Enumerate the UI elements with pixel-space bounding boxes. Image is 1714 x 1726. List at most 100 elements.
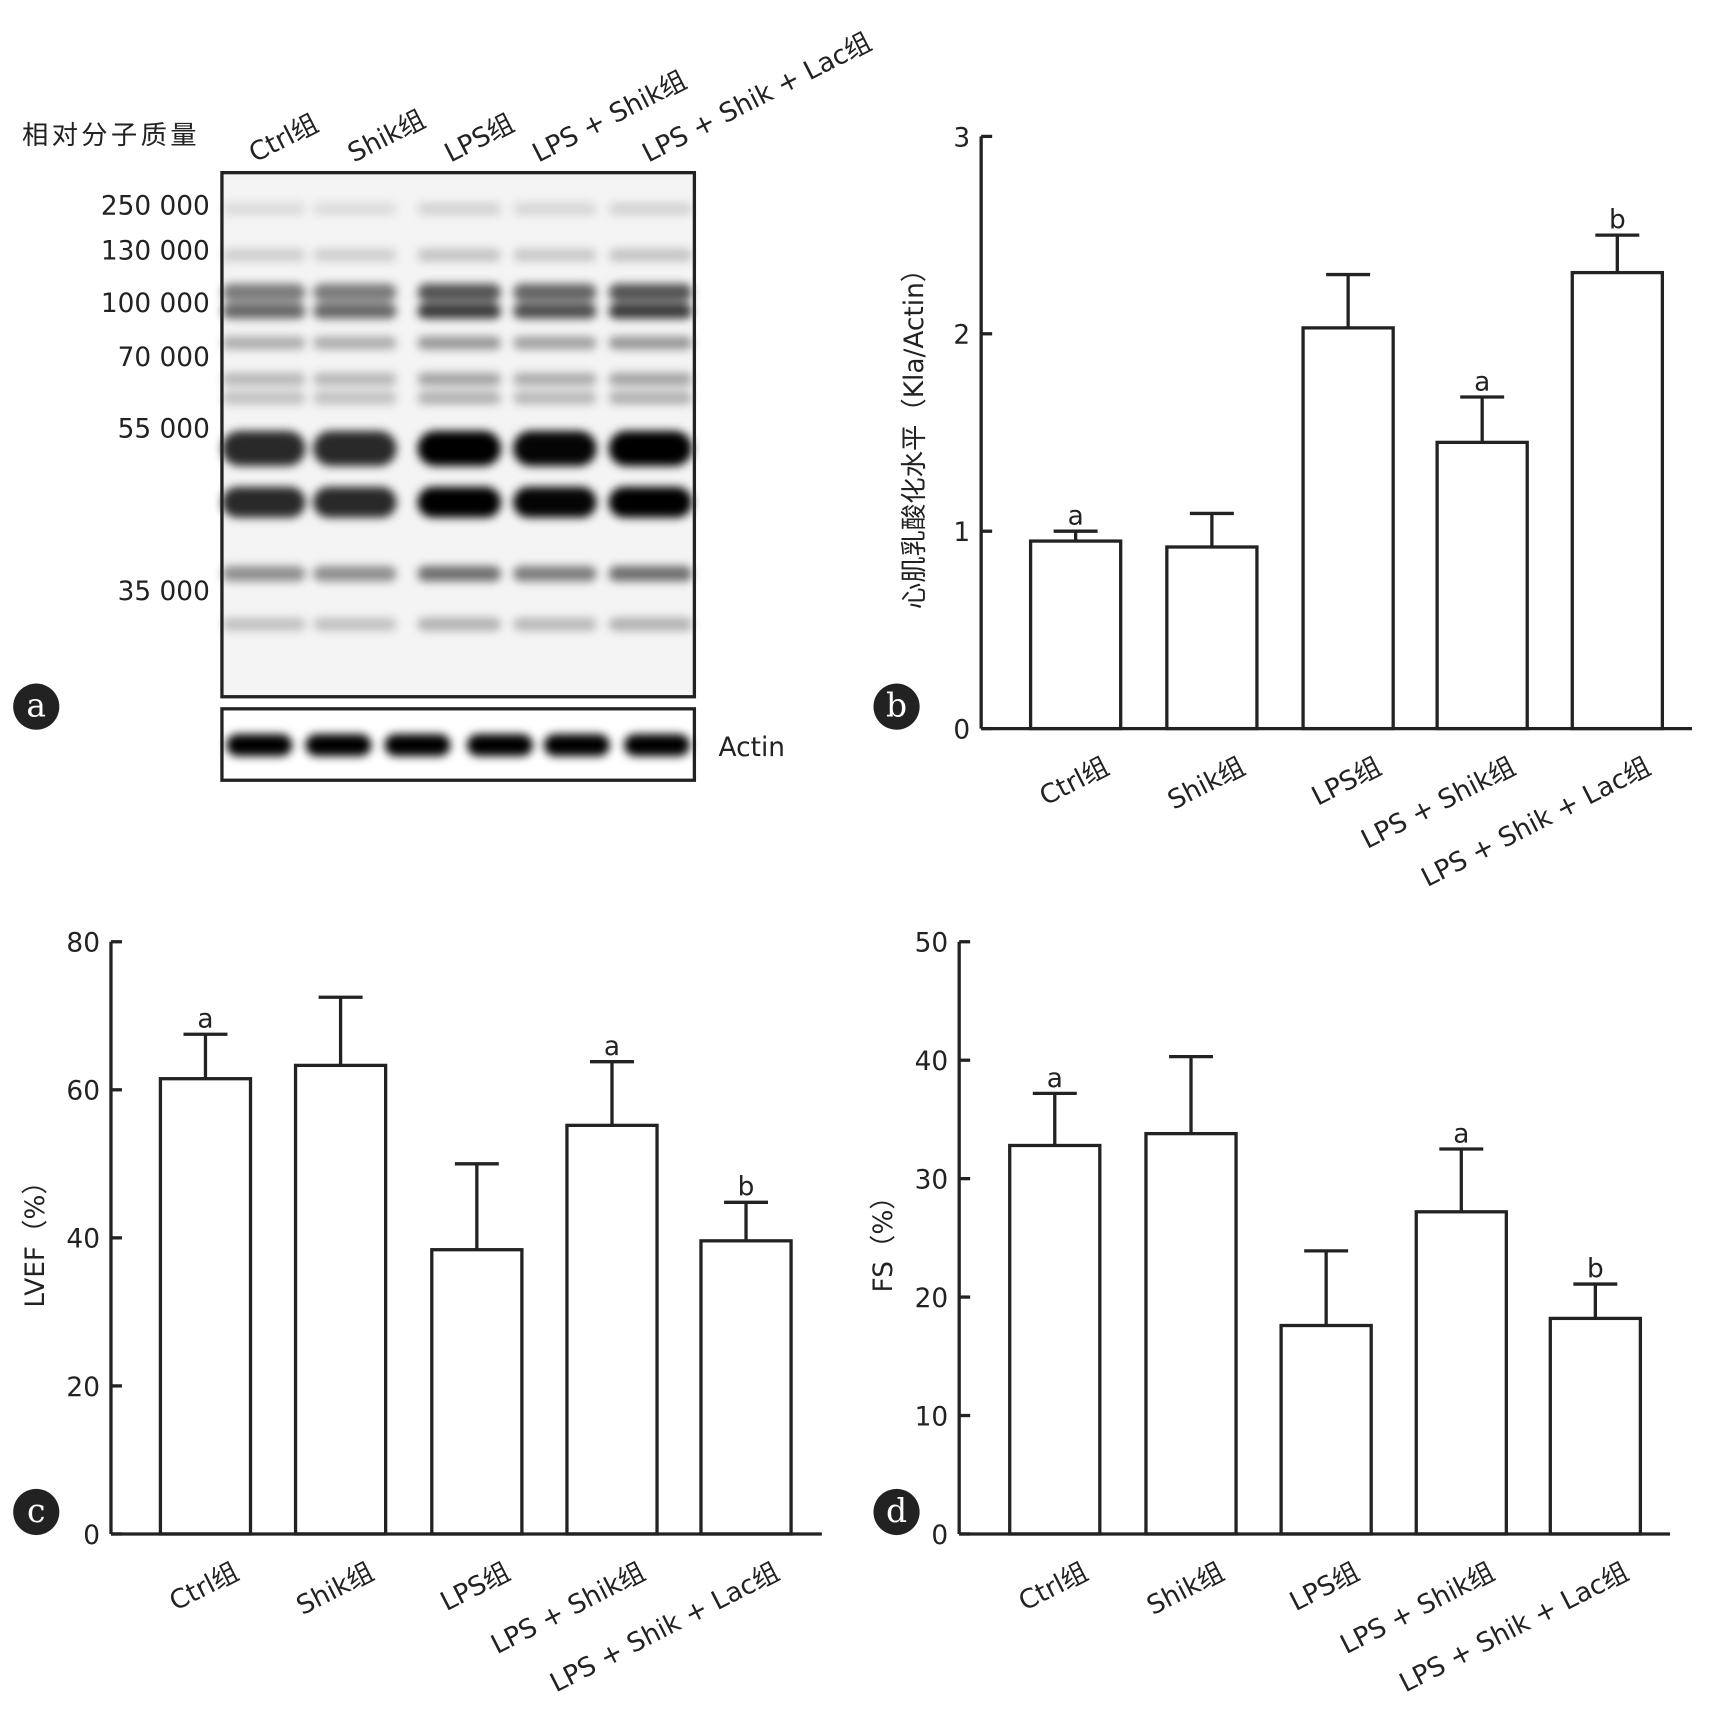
actin-frame <box>220 707 697 782</box>
y-tick-label: 30 <box>915 1166 949 1196</box>
bar <box>1414 1210 1508 1536</box>
actin-band <box>226 734 293 757</box>
band <box>417 248 502 262</box>
mw-marker: 100 000 <box>101 289 210 319</box>
y-tick-label: 0 <box>83 1521 100 1551</box>
band <box>417 202 502 216</box>
band <box>608 617 693 631</box>
band <box>513 617 597 631</box>
bar <box>293 1063 388 1536</box>
mw-title: 相对分子质量 <box>22 121 200 151</box>
band <box>221 336 306 350</box>
bar <box>1279 1323 1373 1536</box>
band <box>313 283 397 302</box>
sig-label: a <box>1474 367 1490 397</box>
y-tick-label: 40 <box>915 1047 949 1077</box>
band <box>417 565 502 582</box>
band <box>513 202 597 216</box>
y-tick-label: 80 <box>66 929 100 959</box>
blot-bands <box>221 202 693 631</box>
band <box>513 372 597 386</box>
bar <box>1008 1143 1102 1536</box>
panel-letter: c <box>27 1491 45 1530</box>
band <box>313 430 397 467</box>
sig-label: b <box>1609 206 1626 236</box>
y-tick-label: 10 <box>915 1402 949 1432</box>
band <box>313 202 397 216</box>
band <box>417 336 502 350</box>
sig-label: a <box>1047 1064 1063 1094</box>
band <box>608 336 693 350</box>
band <box>313 372 397 386</box>
sig-label: a <box>1068 502 1084 532</box>
sig-label: b <box>738 1173 755 1203</box>
y-tick-label: 1 <box>953 518 970 548</box>
band <box>221 391 306 405</box>
band <box>513 283 597 302</box>
mw-marker: 130 000 <box>101 236 210 266</box>
actin-label: Actin <box>719 733 785 763</box>
band <box>221 303 306 319</box>
band <box>608 486 693 518</box>
bar <box>1435 440 1529 731</box>
y-tick-label: 20 <box>915 1284 949 1314</box>
band <box>417 430 502 467</box>
band <box>513 565 597 582</box>
panel-badge <box>13 1488 60 1536</box>
actin-band <box>624 734 690 757</box>
sig-label: a <box>197 1005 213 1035</box>
band <box>313 248 397 262</box>
y-tick-label: 50 <box>915 929 949 959</box>
band <box>313 303 397 319</box>
band <box>221 372 306 386</box>
band <box>513 486 597 518</box>
bar <box>1301 326 1395 731</box>
actin-band <box>466 734 533 757</box>
actin-bands <box>226 734 690 757</box>
actin-band <box>543 734 610 757</box>
mw-marker: 55 000 <box>118 414 210 444</box>
y-tick-label: 3 <box>953 123 970 153</box>
band <box>608 303 693 319</box>
band <box>313 486 397 518</box>
y-tick-label: 60 <box>66 1077 100 1107</box>
sig-label: a <box>604 1032 620 1062</box>
bar <box>430 1248 524 1536</box>
panel-badge <box>873 1488 920 1536</box>
y-tick-label: 0 <box>953 715 970 745</box>
band <box>417 391 502 405</box>
bar <box>1570 270 1665 731</box>
band <box>608 565 693 582</box>
bar <box>699 1239 793 1536</box>
band <box>221 617 306 631</box>
bar <box>1028 539 1123 731</box>
bar <box>158 1077 253 1536</box>
panel-letter: b <box>886 686 907 725</box>
blot-frame <box>220 171 697 699</box>
band <box>313 617 397 631</box>
band <box>417 372 502 386</box>
band <box>221 486 306 518</box>
band <box>221 248 306 262</box>
y-tick-label: 40 <box>66 1225 100 1255</box>
band <box>513 336 597 350</box>
panel-badge <box>13 683 60 730</box>
band <box>313 565 397 582</box>
panel-badge <box>873 683 920 730</box>
band <box>417 283 502 302</box>
band <box>221 202 306 216</box>
panel-letter: d <box>886 1491 907 1530</box>
y-tick-label: 20 <box>66 1373 100 1403</box>
band <box>608 391 693 405</box>
band <box>608 202 693 216</box>
band <box>221 430 306 467</box>
band <box>221 283 306 302</box>
band <box>417 617 502 631</box>
band <box>608 372 693 386</box>
y-axis-label: 心肌乳酸化水平（Kla/Actin） <box>900 256 930 609</box>
bar <box>1165 545 1259 731</box>
panel-letter: a <box>26 686 46 725</box>
bar <box>1548 1316 1643 1536</box>
mw-marker: 250 000 <box>101 191 210 221</box>
